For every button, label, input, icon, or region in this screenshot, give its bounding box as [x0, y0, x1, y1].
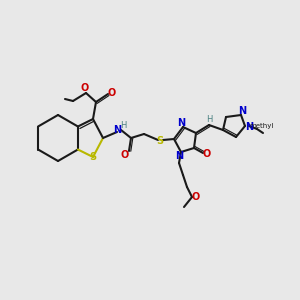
- Text: O: O: [108, 88, 116, 98]
- Text: O: O: [203, 149, 211, 159]
- Text: O: O: [121, 150, 129, 160]
- Text: H: H: [206, 115, 212, 124]
- Text: N: N: [238, 106, 246, 116]
- Text: O: O: [81, 83, 89, 93]
- Text: S: S: [89, 152, 97, 162]
- Text: methyl: methyl: [250, 123, 274, 129]
- Text: N: N: [113, 125, 121, 135]
- Text: O: O: [192, 192, 200, 202]
- Text: N: N: [177, 118, 185, 128]
- Text: S: S: [156, 136, 164, 146]
- Text: H: H: [120, 122, 126, 130]
- Text: N: N: [175, 151, 183, 161]
- Text: N: N: [245, 122, 253, 132]
